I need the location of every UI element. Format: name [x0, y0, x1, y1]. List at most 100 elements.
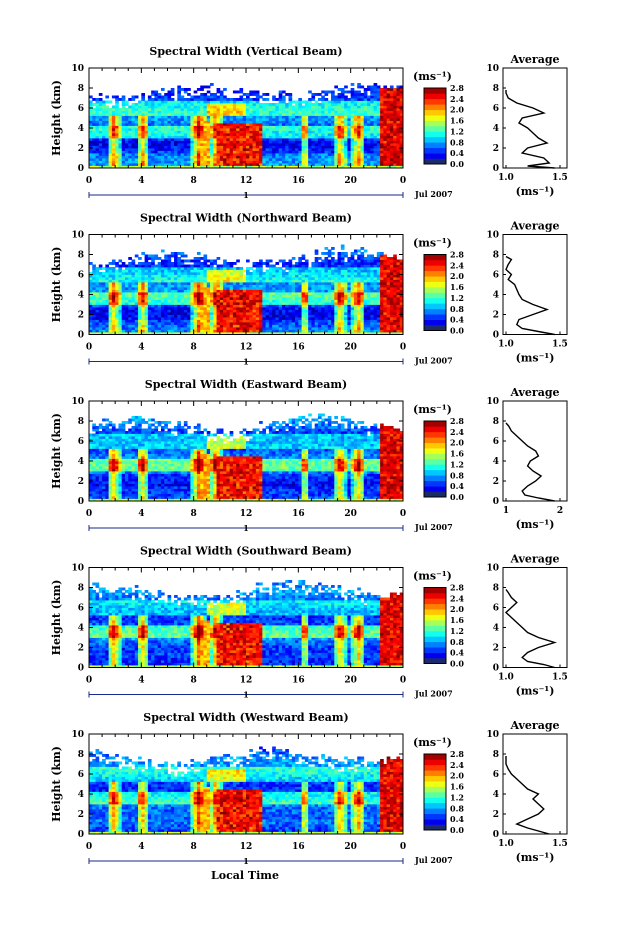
heatmap-cell	[389, 143, 394, 146]
heatmap-cell	[265, 115, 270, 119]
heatmap-cell	[265, 118, 270, 121]
heatmap-cell	[203, 287, 208, 290]
heatmap-cell	[226, 108, 231, 111]
heatmap-cell	[92, 138, 96, 141]
heatmap-cell	[174, 299, 178, 303]
heatmap-cell	[183, 98, 188, 101]
heatmap-cell	[177, 282, 181, 285]
heatmap-cell	[138, 115, 142, 119]
heatmap-cell	[177, 143, 181, 146]
heatmap-cell	[232, 140, 237, 144]
heatmap-cell	[229, 269, 234, 273]
heatmap-cell	[262, 314, 267, 318]
heatmap-cell	[308, 123, 312, 126]
heatmap-cell	[105, 130, 110, 134]
heatmap-cell	[154, 135, 159, 139]
heatmap-cell	[102, 125, 106, 129]
heatmap-cell	[157, 309, 162, 313]
heatmap-cell	[396, 105, 401, 109]
heatmap-cell	[196, 160, 201, 164]
heatmap-cell	[164, 135, 168, 139]
heatmap-cell	[357, 143, 361, 146]
heatmap-cell	[151, 140, 155, 144]
heatmap-cell	[154, 143, 159, 146]
heatmap-cell	[249, 118, 253, 121]
heatmap-cell	[144, 304, 149, 308]
heatmap-cell	[268, 329, 273, 333]
heatmap-cell	[118, 297, 123, 300]
heatmap-cell	[154, 100, 159, 104]
heatmap-cell	[105, 269, 110, 273]
heatmap-cell	[190, 277, 195, 280]
heatmap-cell	[206, 264, 211, 268]
heatmap-cell	[111, 135, 116, 139]
heatmap-cell	[239, 100, 244, 104]
heatmap-cell	[229, 165, 234, 169]
heatmap-cell	[210, 158, 214, 161]
heatmap-cell	[380, 113, 384, 116]
heatmap-cell	[154, 327, 159, 330]
heatmap-cell	[190, 98, 195, 101]
heatmap-cell	[275, 299, 280, 303]
heatmap-cell	[281, 103, 286, 106]
heatmap-cell	[353, 93, 358, 96]
heatmap-cell	[255, 327, 260, 330]
heatmap-cell	[357, 138, 361, 141]
heatmap-cell	[210, 113, 214, 116]
heatmap-cell	[134, 135, 139, 139]
heatmap-cell	[376, 138, 381, 141]
heatmap-cell	[314, 145, 319, 149]
heatmap-cell	[203, 272, 208, 275]
colorbar-swatch	[424, 153, 446, 159]
heatmap-cell	[151, 269, 155, 273]
heatmap-cell	[386, 118, 391, 121]
heatmap-cell	[268, 299, 273, 303]
heatmap-cell	[147, 135, 152, 139]
heatmap-cell	[285, 332, 289, 335]
heatmap-cell	[236, 324, 240, 328]
shared-x-axis-label: Local Time	[211, 869, 279, 882]
heatmap-cell	[370, 95, 374, 99]
heatmap-cell	[350, 130, 355, 134]
heatmap-cell	[147, 110, 152, 114]
heatmap-cell	[138, 302, 142, 305]
heatmap-cell	[196, 108, 201, 111]
heatmap-cell	[275, 138, 280, 141]
heatmap-cell	[167, 148, 172, 151]
heatmap-cell	[200, 153, 204, 156]
heatmap-cell	[259, 289, 263, 293]
heatmap-cell	[291, 115, 296, 119]
heatmap-cell	[327, 125, 332, 129]
heatmap-cell	[314, 319, 319, 323]
heatmap-cell	[281, 158, 286, 161]
heatmap-cell	[298, 259, 302, 263]
heatmap-cell	[183, 155, 188, 159]
heatmap-cell	[121, 264, 126, 268]
heatmap-cell	[370, 98, 374, 101]
heatmap-cell	[128, 292, 132, 295]
heatmap-cell	[259, 163, 263, 166]
heatmap-cell	[347, 115, 352, 119]
heatmap-cell	[134, 302, 139, 305]
heatmap-cell	[350, 118, 355, 121]
heatmap-cell	[121, 158, 126, 161]
heatmap-cell	[236, 100, 240, 104]
heatmap-cell	[399, 128, 404, 131]
heatmap-cell	[275, 133, 280, 136]
heatmap-cell	[298, 312, 302, 315]
heatmap-cell	[180, 128, 185, 131]
heatmap-cell	[252, 297, 257, 300]
heatmap-cell	[102, 294, 106, 298]
heatmap-cell	[327, 145, 332, 149]
heatmap-cell	[98, 287, 103, 290]
heatmap-cell	[265, 143, 270, 146]
heatmap-cell	[108, 269, 113, 273]
heatmap-cell	[203, 165, 208, 169]
heatmap-cell	[380, 108, 384, 111]
heatmap-cell	[285, 108, 289, 111]
heatmap-cell	[272, 135, 276, 139]
heatmap-cell	[183, 322, 188, 325]
heatmap-cell	[92, 115, 96, 119]
heatmap-cell	[124, 128, 129, 131]
heatmap-cell	[216, 133, 221, 136]
